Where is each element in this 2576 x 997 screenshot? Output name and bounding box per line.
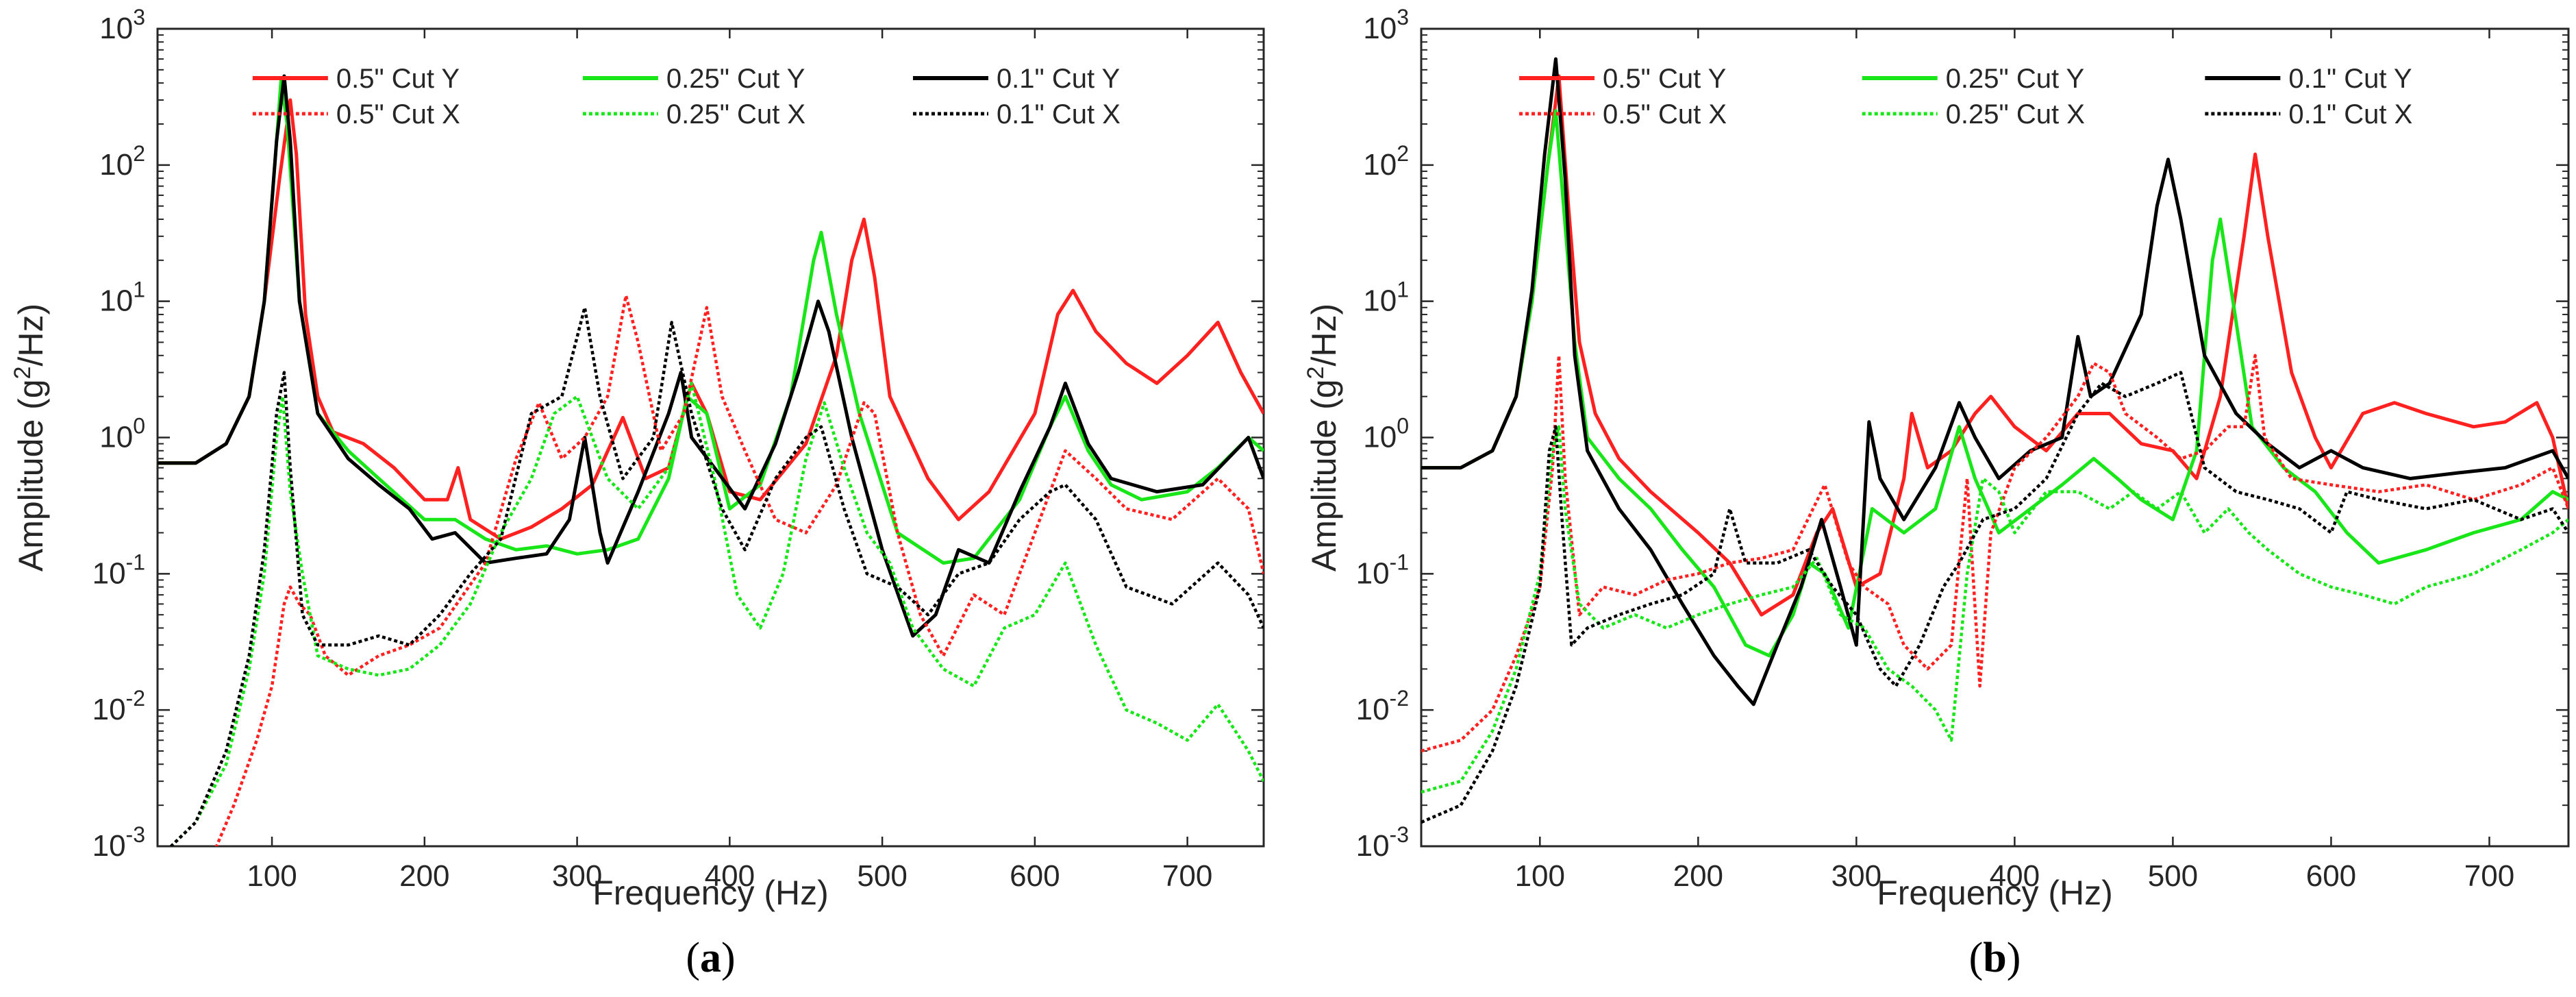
y-tick-label: 100 — [1363, 414, 1409, 454]
x-tick-label: 400 — [705, 859, 755, 893]
y-tick-label: 102 — [1363, 141, 1409, 182]
panel-b: 100 200 300 400 500 600 700 10-3 10-2 10-1 100 101 1… — [1303, 5, 2570, 981]
caption: (a) — [686, 935, 735, 981]
series-0-1in-cut-x — [1421, 371, 2568, 824]
y-tick-label: 10-1 — [92, 550, 145, 590]
series-0-5in-cut-x — [1421, 354, 2568, 753]
legend-label-0-5in-cut-y: 0.5" Cut Y — [1603, 64, 1726, 94]
x-tick-label: 100 — [1515, 859, 1565, 893]
series-0-1in-cut-y — [1421, 57, 2568, 706]
x-tick-label: 300 — [1831, 859, 1881, 893]
y-tick-label: 102 — [99, 141, 145, 182]
caption: (b) — [1969, 935, 2021, 981]
series-0-5in-cut-x — [214, 294, 1264, 846]
x-tick-label: 100 — [247, 859, 297, 893]
x-tick-label: 600 — [1010, 859, 1060, 893]
legend-label-0-5in-cut-x: 0.5" Cut X — [336, 99, 460, 130]
y-tick-label: 10-2 — [92, 686, 145, 726]
y-axis-label: Amplitude (g2/Hz) — [10, 304, 50, 571]
y-tick-label: 103 — [1363, 5, 1409, 45]
y-axis-label: Amplitude (g2/Hz) — [1303, 304, 1343, 571]
y-tick-label: 101 — [1363, 278, 1409, 318]
x-tick-label: 200 — [399, 859, 449, 893]
series-0-1in-cut-y — [158, 74, 1264, 638]
y-tick-label: 10-3 — [92, 822, 145, 863]
legend-label-0-25in-cut-x: 0.25" Cut X — [666, 99, 805, 130]
legend-label-0-1in-cut-x: 0.1" Cut X — [997, 99, 1121, 130]
y-tick-label: 100 — [99, 414, 145, 454]
x-axis-label: Frequency (Hz) — [1877, 874, 2113, 912]
y-tick-label: 10-1 — [1356, 550, 1409, 590]
x-tick-label: 200 — [1673, 859, 1723, 893]
series-0-25in-cut-x — [1421, 425, 2568, 794]
legend-label-0-25in-cut-y: 0.25" Cut Y — [1946, 64, 2084, 94]
x-tick-label: 700 — [1162, 859, 1212, 893]
x-tick-label: 700 — [2464, 859, 2514, 893]
x-tick-label: 300 — [552, 859, 602, 893]
y-tick-label: 10-2 — [1356, 686, 1409, 726]
legend-label-0-5in-cut-x: 0.5" Cut X — [1603, 99, 1727, 130]
series-0-25in-cut-x — [168, 382, 1264, 846]
x-tick-label: 600 — [2306, 859, 2356, 893]
y-tick-label: 103 — [99, 5, 145, 45]
y-tick-label: 10-3 — [1356, 822, 1409, 863]
plot-area — [1420, 27, 2570, 848]
legend-label-0-1in-cut-y: 0.1" Cut Y — [997, 64, 1120, 94]
x-tick-label: 500 — [857, 859, 907, 893]
panel-a: 100 200 300 400 500 600 700 10-3 10-2 10-1 100 101 1… — [10, 5, 1265, 981]
x-axis-label: Frequency (Hz) — [592, 874, 829, 912]
series-group — [158, 74, 1264, 846]
plot-area — [156, 27, 1265, 848]
legend-label-0-1in-cut-x: 0.1" Cut X — [2288, 99, 2412, 130]
legend-label-0-1in-cut-y: 0.1" Cut Y — [2288, 64, 2412, 94]
series-0-1in-cut-x — [168, 306, 1264, 846]
x-tick-label: 500 — [2148, 859, 2198, 893]
y-tick-label: 101 — [99, 278, 145, 318]
series-0-5in-cut-y — [1421, 74, 2568, 617]
legend-label-0-25in-cut-y: 0.25" Cut Y — [666, 64, 805, 94]
series-group — [1421, 57, 2568, 824]
legend-label-0-25in-cut-x: 0.25" Cut X — [1946, 99, 2085, 130]
x-tick-label: 400 — [1990, 859, 2040, 893]
legend-label-0-5in-cut-y: 0.5" Cut Y — [336, 64, 460, 94]
